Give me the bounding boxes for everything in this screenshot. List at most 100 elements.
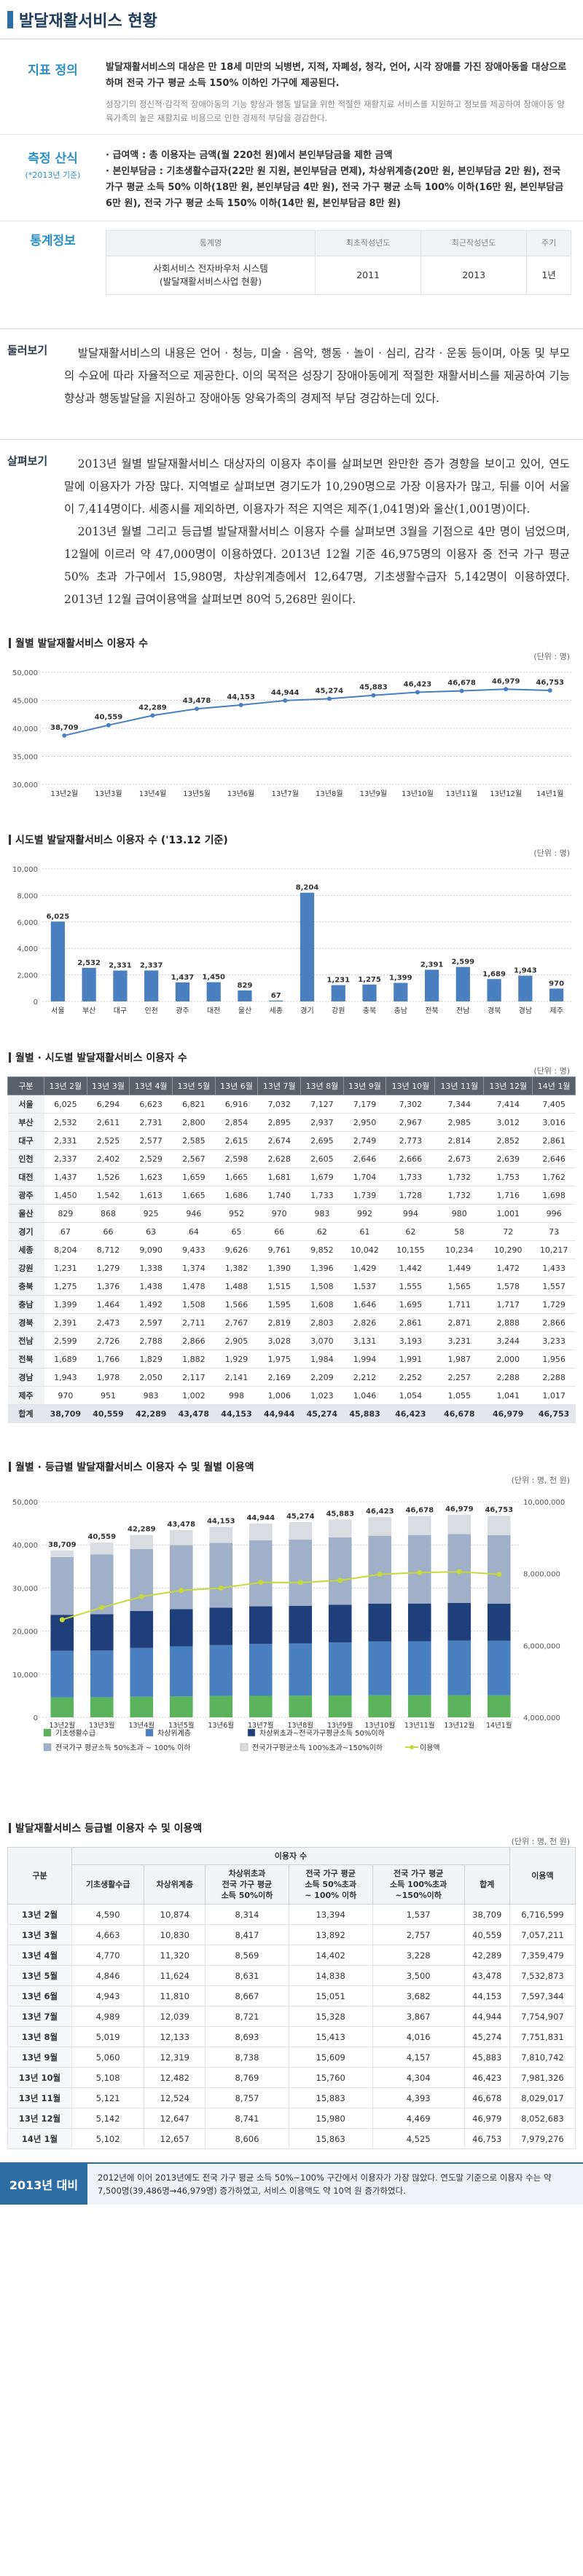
table-cell: 61 — [343, 1222, 386, 1241]
usage-amount-line — [61, 1571, 499, 1620]
stats-label: 통계정보 — [30, 234, 76, 248]
table-cell: 46,979 — [463, 2108, 510, 2129]
table-cell: 8,693 — [205, 2026, 289, 2047]
indicator-info: 지표 정의 발달재활서비스의 대상은 만 18세 미만의 뇌병변, 지적, 자폐… — [0, 51, 583, 304]
table-cell: 38,709 — [463, 1904, 510, 1925]
x-tick-label: 부산 — [82, 1007, 95, 1015]
table-row: 경북 2,391 2,473 2,597 2,711 2,767 2,819 2,803 2,8… — [7, 1313, 576, 1332]
table-cell: 1,739 — [343, 1186, 386, 1205]
table-header: 기초생활수급 — [71, 1864, 145, 1905]
table-cell: 42,289 — [463, 1945, 510, 1966]
table-cell: 2,391 — [44, 1313, 87, 1332]
table-cell: 1,695 — [386, 1295, 435, 1314]
table-row: 13년 7월 4,989 12,039 8,721 15,328 3,867 44,944 7… — [7, 2006, 576, 2027]
table-cell: 15,328 — [288, 2006, 373, 2027]
table-cell: 2,861 — [386, 1313, 435, 1332]
table-cell: 1,537 — [372, 1904, 465, 1925]
table-cell: 13년 5월 — [7, 1965, 72, 1986]
stacked-bar-segment — [289, 1643, 313, 1696]
data-label: 45,274 — [315, 687, 343, 695]
table-cell: 8,052,683 — [509, 2108, 576, 2129]
table-cell: 7,532,873 — [509, 1965, 576, 1986]
x-tick-label: 13년10월 — [364, 1721, 395, 1730]
table-cell: 2,749 — [343, 1131, 386, 1150]
table-cell: 4,590 — [71, 1904, 145, 1925]
table-cell: 8,631 — [205, 1965, 289, 1986]
table-cell: 2,854 — [215, 1113, 258, 1132]
table-cell: 1,054 — [386, 1386, 435, 1405]
table-cell: 2,615 — [215, 1131, 258, 1150]
table-cell: 2,529 — [129, 1149, 173, 1168]
data-point — [504, 687, 509, 692]
bar-total-label: 40,559 — [87, 1533, 116, 1541]
table-cell: 66 — [257, 1222, 301, 1241]
table-cell: 3,500 — [372, 1965, 465, 1986]
stacked-bar-segment — [169, 1609, 193, 1647]
table-cell: 1,488 — [215, 1277, 258, 1296]
table-cell: 10,290 — [483, 1240, 533, 1259]
table-cell: 46,979 — [483, 1404, 533, 1423]
data-point — [415, 690, 420, 695]
table-cell: 15,609 — [288, 2047, 373, 2068]
usage-amount-point — [496, 1572, 502, 1577]
table-cell: 998 — [215, 1386, 258, 1405]
table-cell: 2,866 — [532, 1313, 576, 1332]
table-cell: 2,674 — [257, 1131, 301, 1150]
table-row: 13년 9월 5,060 12,319 8,738 15,609 4,157 45,883 7… — [7, 2047, 576, 2068]
table-cell: 3,233 — [532, 1331, 576, 1350]
bar-value-label: 2,391 — [420, 961, 444, 969]
table-cell: 1,733 — [300, 1186, 344, 1205]
x-tick-label: 충남 — [394, 1007, 407, 1015]
table-cell: 1,508 — [172, 1295, 216, 1314]
stats-header: 최초작성년도 — [315, 230, 422, 256]
data-point — [150, 713, 155, 718]
bar — [300, 892, 315, 1001]
table-cell: 5,060 — [71, 2047, 145, 2068]
stacked-bar-segment — [249, 1606, 273, 1645]
table-cell: 983 — [300, 1204, 344, 1223]
table-cell: 2,599 — [44, 1331, 87, 1350]
table-cell: 9,852 — [300, 1240, 344, 1259]
table-cell: 7,179 — [343, 1095, 386, 1114]
table1-unit: (단위 : 명) — [533, 1066, 570, 1076]
x-tick-label: 13년5월 — [168, 1721, 195, 1730]
bar-value-label: 1,450 — [202, 974, 225, 982]
table-cell: 2,646 — [532, 1149, 576, 1168]
stacked-bar-segment — [368, 1535, 392, 1604]
definition-label: 지표 정의 — [28, 63, 78, 78]
bar-value-label: 970 — [549, 980, 564, 988]
table-cell: 3,231 — [434, 1331, 484, 1350]
table-cell: 2,905 — [215, 1331, 258, 1350]
table-cell: 3,028 — [257, 1331, 301, 1350]
region-users-bar-chart: 0 2,000 4,000 6,000 8,000 10,000 6,025 서울 2,532 부… — [12, 866, 572, 1015]
legend-label: 전국가구평균소득 100%초과~150%이하 — [252, 1743, 383, 1752]
y-tick-label: 40,000 — [12, 725, 38, 733]
stats-cell: 2013 — [420, 256, 528, 295]
table-cell: 66 — [87, 1222, 130, 1241]
table-cell: 12,482 — [144, 2067, 206, 2088]
table-header: 구분 — [7, 1847, 72, 1905]
table-cell: 6,916 — [215, 1095, 258, 1114]
table-cell: 2,288 — [532, 1368, 576, 1387]
table-cell: 1,665 — [215, 1167, 258, 1186]
table-cell: 2,967 — [386, 1113, 435, 1132]
calc-body: · 급여액 : 총 이용자는 금액(월 220천 원)에서 본인부담금을 제한 … — [106, 148, 583, 212]
table-cell: 1,717 — [483, 1295, 533, 1314]
analysis-body: 2013년 월별 발달재활서비스 대상자의 이용자 추이를 살펴보면 완만한 증… — [64, 453, 583, 611]
calc-label-sub: (*2013년 기준) — [25, 170, 81, 180]
table-cell: 15,051 — [288, 1985, 373, 2006]
table-cell: 12,133 — [144, 2026, 206, 2047]
footer-label: 2013년 대비 — [0, 2164, 87, 2205]
table-cell: 952 — [215, 1204, 258, 1223]
usage-amount-point — [138, 1594, 144, 1599]
table-cell: 1,732 — [434, 1167, 484, 1186]
table-cell: 1,041 — [483, 1386, 533, 1405]
legend-label: 기초생활수급 — [55, 1728, 95, 1738]
table-cell: 경남 — [7, 1368, 44, 1387]
table-cell: 2,611 — [87, 1113, 130, 1132]
table-cell: 1,578 — [483, 1277, 533, 1296]
y-tick-label: 40,000 — [12, 1542, 38, 1550]
table-cell: 전북 — [7, 1350, 44, 1368]
background-section: 둘러보기 발달재활서비스의 내용은 언어 · 청능, 미술 · 음악, 행동 ·… — [0, 328, 583, 410]
bar-total-label: 44,944 — [246, 1514, 275, 1522]
